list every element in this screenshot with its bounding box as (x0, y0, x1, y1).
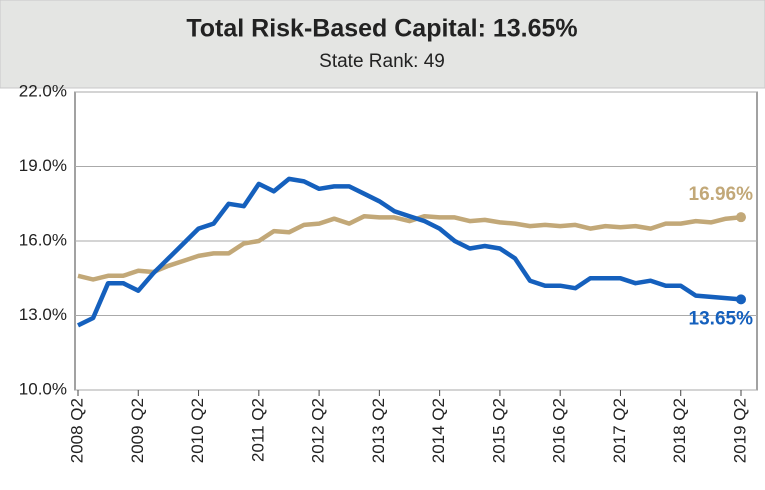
value-label: 13.65% (689, 308, 754, 329)
x-tick-label: 2013 Q2 (369, 398, 388, 463)
series-line (77, 213, 742, 282)
chart-title: Total Risk-Based Capital: 13.65% (186, 15, 577, 43)
series-line (77, 176, 742, 328)
x-tick-label: 2011 Q2 (248, 398, 267, 462)
x-tick-label: 2019 Q2 (730, 398, 749, 463)
y-tick-label: 10.0% (19, 379, 67, 398)
end-point (736, 294, 746, 305)
x-tick-label: 2010 Q2 (188, 398, 207, 463)
x-tick-label: 2008 Q2 (67, 398, 86, 463)
x-tick-label: 2017 Q2 (610, 398, 629, 463)
y-tick-label: 19.0% (19, 156, 67, 175)
x-tick-label: 2009 Q2 (128, 398, 147, 463)
end-point (736, 212, 746, 223)
header-box (0, 0, 765, 89)
x-tick-label: 2015 Q2 (489, 398, 508, 463)
y-tick-label: 16.0% (19, 230, 67, 249)
y-tick-label: 13.0% (19, 305, 67, 324)
x-tick-label: 2014 Q2 (429, 398, 448, 463)
x-tick-label: 2018 Q2 (670, 398, 689, 463)
value-label: 16.96% (689, 184, 754, 205)
chart-subtitle: State Rank: 49 (319, 51, 445, 72)
y-tick-label: 22.0% (19, 81, 67, 100)
x-tick-label: 2012 Q2 (309, 398, 328, 463)
x-tick-label: 2016 Q2 (550, 398, 569, 463)
